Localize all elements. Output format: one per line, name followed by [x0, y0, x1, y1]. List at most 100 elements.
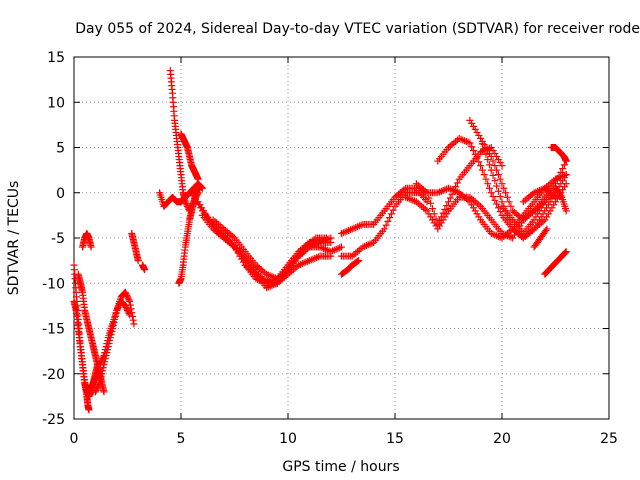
series-track-l — [177, 130, 202, 183]
data-point — [121, 302, 129, 310]
data-point — [496, 193, 504, 201]
y-tick-label: 15 — [47, 50, 65, 66]
data-point — [494, 204, 502, 212]
data-point — [124, 306, 131, 314]
data-point — [126, 297, 134, 305]
data-point — [141, 266, 149, 274]
data-point — [491, 177, 499, 185]
x-tick-label: 25 — [600, 431, 618, 447]
data-point — [123, 291, 131, 299]
data-point — [122, 290, 130, 298]
data-point — [124, 308, 132, 316]
series-track-ae — [530, 225, 551, 251]
data-point — [502, 189, 510, 197]
data-point — [338, 243, 345, 251]
data-point — [87, 243, 95, 251]
data-point — [480, 171, 488, 179]
data-point — [489, 157, 497, 165]
x-tick-label: 0 — [70, 431, 79, 447]
data-point — [489, 193, 497, 201]
data-point — [466, 139, 474, 147]
data-point — [471, 150, 479, 158]
data-point — [99, 355, 107, 363]
data-point — [121, 288, 129, 296]
data-point — [389, 206, 397, 214]
data-point — [503, 193, 511, 201]
chart-title: Day 055 of 2024, Sidereal Day-to-day VTE… — [75, 21, 640, 37]
data-point — [125, 296, 133, 304]
data-point — [96, 379, 104, 387]
data-point — [482, 150, 490, 158]
data-point — [182, 199, 190, 207]
x-tick-label: 10 — [279, 431, 297, 447]
x-tick-label: 15 — [386, 431, 404, 447]
data-point — [386, 214, 394, 222]
data-point — [123, 305, 131, 313]
data-point — [198, 183, 206, 191]
data-point — [562, 180, 570, 188]
series-track-ac — [547, 144, 570, 165]
data-point — [382, 221, 390, 229]
data-point — [445, 198, 452, 206]
series-track-t — [338, 184, 431, 237]
data-point — [94, 382, 102, 390]
data-point — [496, 208, 504, 216]
data-point — [496, 175, 504, 183]
data-point — [91, 388, 99, 396]
data-point — [96, 361, 104, 369]
data-point — [494, 171, 502, 179]
data-point — [100, 352, 108, 360]
data-point — [562, 248, 570, 256]
series-track-e — [79, 229, 95, 251]
data-point — [115, 302, 123, 310]
data-point — [85, 406, 93, 414]
data-point — [96, 359, 104, 367]
data-point — [428, 205, 436, 213]
data-point — [423, 189, 431, 197]
data-point — [101, 346, 109, 354]
data-points — [70, 67, 570, 414]
data-point — [103, 340, 111, 348]
data-point — [468, 143, 476, 151]
data-point — [327, 252, 335, 260]
data-point — [452, 183, 460, 191]
data-point — [430, 210, 438, 218]
y-tick-label: 5 — [56, 141, 65, 157]
data-point — [557, 192, 565, 200]
series-track-s — [338, 171, 570, 260]
data-point — [327, 234, 335, 242]
data-point — [469, 147, 477, 155]
series-track-q — [209, 216, 345, 283]
y-tick-label: -25 — [42, 412, 65, 428]
data-point — [453, 179, 461, 187]
y-tick-label: 10 — [47, 95, 65, 111]
grid-lines — [74, 57, 609, 419]
y-tick-label: -20 — [42, 367, 65, 383]
data-point — [427, 199, 435, 207]
data-point — [491, 162, 499, 170]
data-point — [482, 175, 490, 183]
data-point — [387, 210, 395, 218]
data-point — [98, 356, 106, 364]
series-track-f — [91, 288, 138, 396]
data-point — [493, 200, 501, 208]
data-point — [448, 190, 456, 198]
data-point — [562, 171, 570, 179]
data-point — [494, 187, 502, 195]
data-point — [486, 184, 494, 192]
data-point — [354, 257, 362, 265]
data-point — [134, 257, 142, 265]
data-point — [432, 215, 440, 223]
data-point — [100, 388, 108, 396]
x-axis-label: GPS time / hours — [282, 459, 399, 475]
data-point — [561, 248, 569, 256]
data-point — [434, 220, 442, 228]
data-point — [101, 349, 109, 357]
data-point — [507, 202, 515, 210]
data-point — [484, 156, 492, 164]
data-point — [124, 294, 132, 302]
x-tick-label: 5 — [177, 431, 186, 447]
x-tick-label: 20 — [493, 431, 511, 447]
data-point — [99, 364, 107, 372]
series-track-h — [128, 229, 142, 265]
